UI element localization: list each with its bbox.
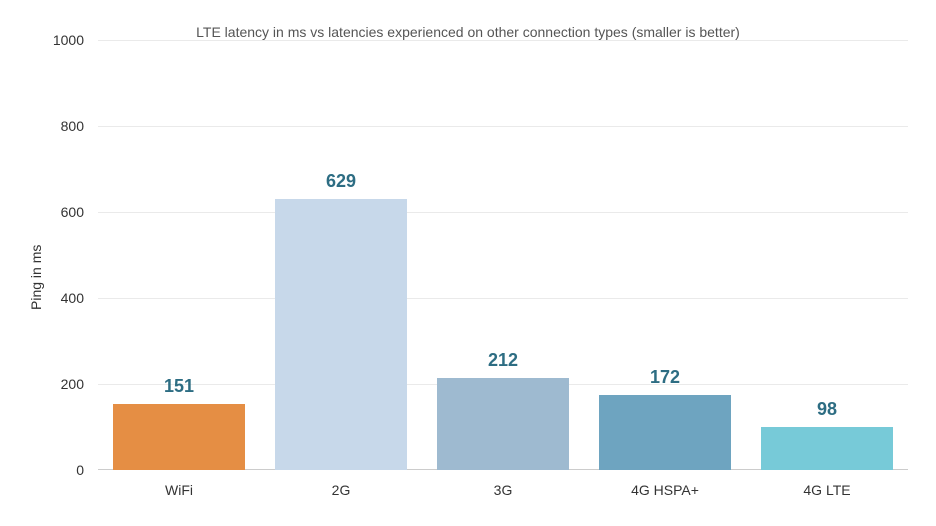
bar bbox=[437, 378, 570, 470]
plot-area: 151 629 21217298 bbox=[98, 40, 908, 470]
x-tick-label: 2G bbox=[260, 482, 422, 498]
bar-value-label: 172 bbox=[584, 367, 746, 388]
x-tick-label: 4G LTE bbox=[746, 482, 908, 498]
chart-title: LTE latency in ms vs latencies experienc… bbox=[0, 24, 936, 40]
y-tick-label: 400 bbox=[0, 290, 84, 306]
bar-value-label: 212 bbox=[422, 350, 584, 371]
bar-value-label: 151 bbox=[98, 376, 260, 397]
bar bbox=[275, 199, 408, 470]
y-tick-label: 200 bbox=[0, 376, 84, 392]
bar bbox=[113, 404, 246, 470]
bar-slot: 151 bbox=[98, 40, 260, 470]
x-tick-label: WiFi bbox=[98, 482, 260, 498]
bar-slot: 629 bbox=[260, 40, 422, 470]
bar-slot: 212 bbox=[422, 40, 584, 470]
latency-bar-chart: LTE latency in ms vs latencies experienc… bbox=[0, 0, 936, 526]
y-tick-label: 600 bbox=[0, 204, 84, 220]
x-tick-label: 4G HSPA+ bbox=[584, 482, 746, 498]
y-tick-label: 800 bbox=[0, 118, 84, 134]
y-tick-label: 1000 bbox=[0, 32, 84, 48]
bar bbox=[761, 427, 894, 470]
x-tick-label: 3G bbox=[422, 482, 584, 498]
y-tick-label: 0 bbox=[0, 462, 84, 478]
bar-slot: 172 bbox=[584, 40, 746, 470]
bar-slot: 98 bbox=[746, 40, 908, 470]
bar-value-label: 98 bbox=[746, 399, 908, 420]
bar-value-label: 629 bbox=[260, 171, 422, 192]
bar bbox=[599, 395, 732, 470]
